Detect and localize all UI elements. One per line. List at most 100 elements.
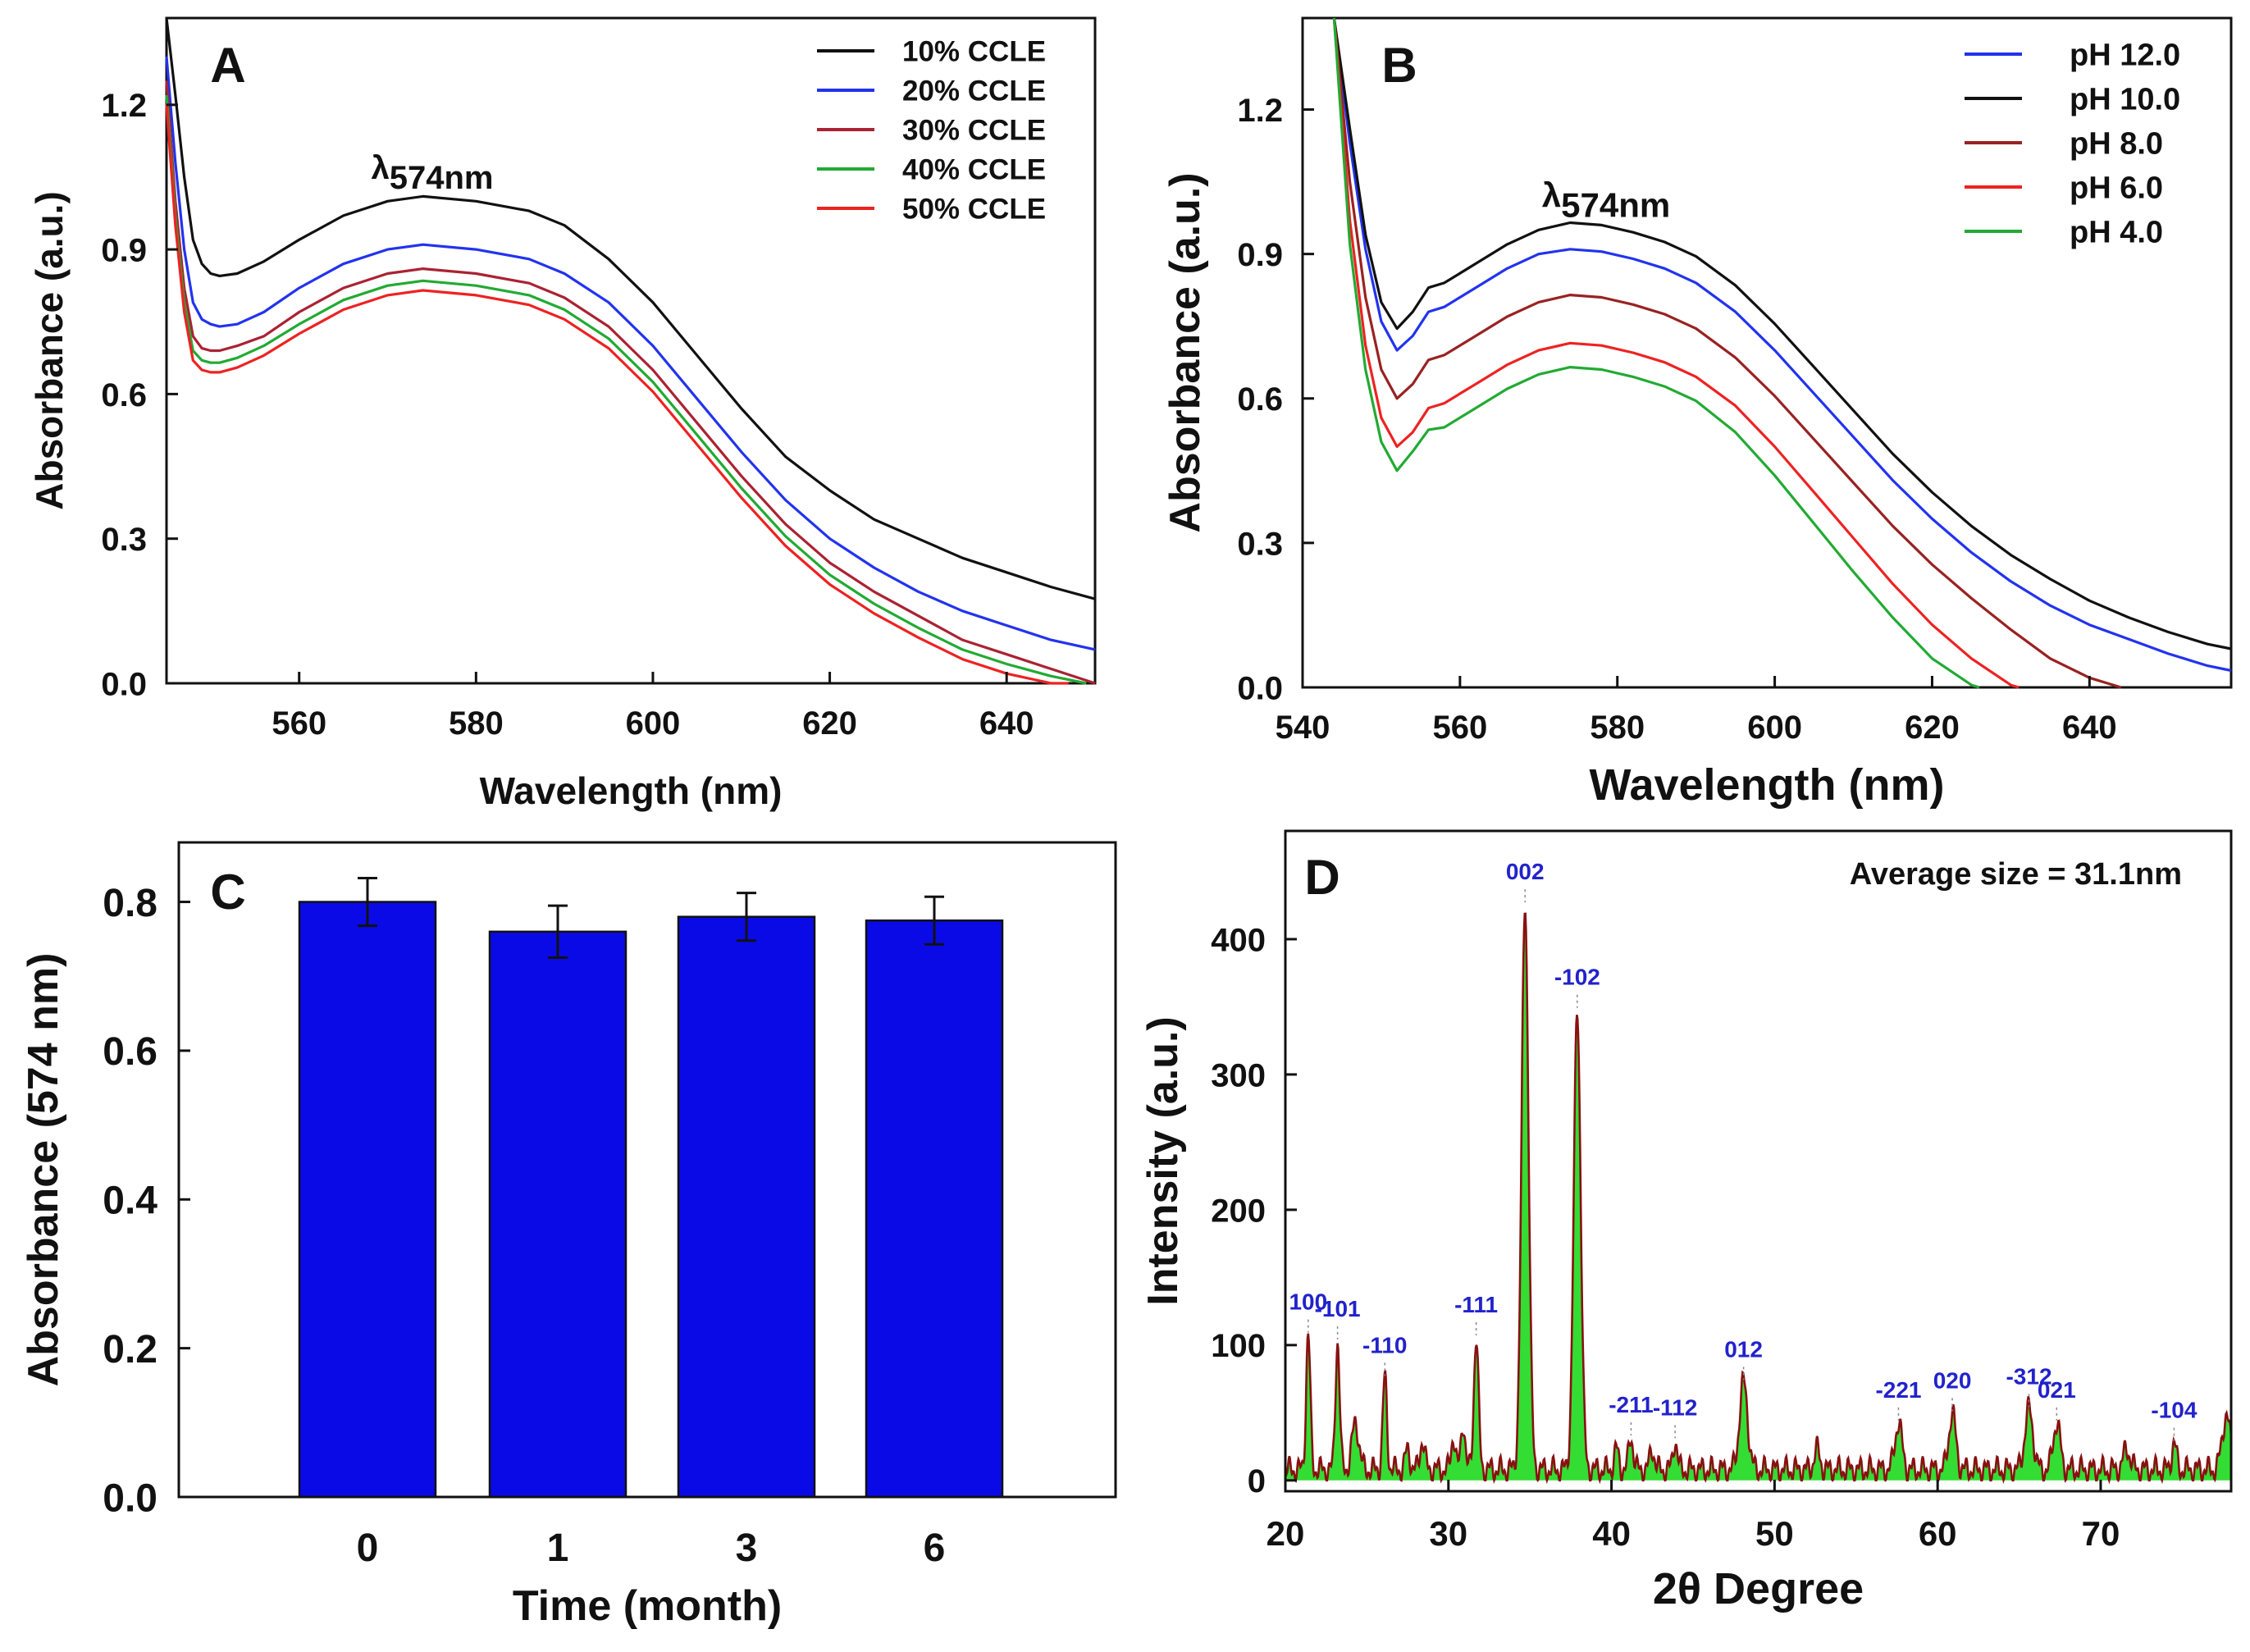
y-tick-label: 0.9 bbox=[1237, 237, 1283, 273]
lambda-symbol: λ bbox=[1542, 176, 1561, 214]
pattern-fill bbox=[1285, 913, 2231, 1481]
peak-label: -104 bbox=[2151, 1398, 2197, 1423]
y-tick-label: 0.9 bbox=[101, 232, 147, 268]
x-tick-label: 3 bbox=[736, 1527, 758, 1570]
panel-b: 0.0 0.3 0.6 0.9 1.2 540 560 580 600 620 640 Wavelen… bbox=[1162, 16, 2233, 810]
x-tick-label: 600 bbox=[1747, 710, 1802, 746]
y-tick-label: 0.3 bbox=[101, 522, 147, 558]
x-tick-label: 580 bbox=[449, 705, 504, 742]
y-tick-label: 0.8 bbox=[103, 882, 157, 925]
y-tick-label: 0.0 bbox=[1237, 670, 1283, 706]
peak-label: -112 bbox=[1653, 1394, 1698, 1420]
y-tick-label: 0.0 bbox=[101, 666, 147, 702]
y-tick-label: 0.2 bbox=[103, 1328, 157, 1371]
series-line bbox=[165, 80, 1096, 685]
x-axis-label: Time (month) bbox=[513, 1582, 782, 1630]
lambda-symbol: λ bbox=[372, 150, 390, 186]
x-tick-label: 560 bbox=[272, 705, 326, 742]
panel-letter: C bbox=[210, 865, 245, 920]
x-tick-label: 620 bbox=[1905, 710, 1960, 746]
y-tick-label: 200 bbox=[1211, 1193, 1266, 1229]
panel-letter: A bbox=[210, 38, 245, 93]
plot-frame bbox=[1301, 16, 2233, 689]
y-axis-label: Intensity (a.u.) bbox=[1139, 1016, 1187, 1305]
bar bbox=[298, 901, 437, 1499]
series-line bbox=[165, 94, 1087, 685]
plot-frame bbox=[165, 16, 1097, 685]
legend-label: pH 8.0 bbox=[2070, 127, 2163, 162]
x-tick-label: 1 bbox=[547, 1527, 569, 1570]
y-tick-label: 0 bbox=[1248, 1463, 1266, 1499]
x-tick-label: 50 bbox=[1755, 1514, 1794, 1553]
series-line bbox=[1332, 17, 2232, 673]
plot-frame bbox=[177, 841, 1117, 1499]
bar bbox=[865, 919, 1004, 1499]
x-tick-label: 0 bbox=[357, 1527, 379, 1570]
panel-c: 0 1 3 6 0.0 0.2 0.4 0.6 0.8 Time (month) Absorbanc… bbox=[20, 841, 1117, 1630]
y-tick-label: 0.3 bbox=[1237, 526, 1283, 562]
x-tick-label: 20 bbox=[1266, 1514, 1305, 1553]
size-annotation: Average size = 31.1nm bbox=[1850, 857, 2182, 892]
y-tick-label: 1.2 bbox=[1237, 93, 1283, 129]
series-line bbox=[165, 56, 1096, 651]
bar bbox=[488, 930, 628, 1499]
lambda-subscript: 574nm bbox=[390, 160, 494, 196]
peak-label: 020 bbox=[1933, 1367, 1972, 1393]
series-line bbox=[1332, 17, 2122, 689]
legend-label: 30% CCLE bbox=[902, 115, 1046, 147]
peak-label: -102 bbox=[1554, 965, 1600, 990]
x-tick-label: 620 bbox=[802, 705, 857, 742]
peak-annotation: λ574nm bbox=[372, 150, 494, 196]
x-tick-label: 640 bbox=[2062, 710, 2117, 746]
x-tick-label: 540 bbox=[1276, 710, 1330, 746]
y-axis-label: Absorbance (a.u.) bbox=[1162, 172, 1209, 532]
y-tick-label: 100 bbox=[1211, 1328, 1266, 1364]
lambda-subscript: 574nm bbox=[1561, 186, 1670, 225]
series-line bbox=[165, 17, 1096, 600]
plot-frame bbox=[1284, 829, 2233, 1493]
y-tick-label: 0.6 bbox=[103, 1030, 157, 1074]
pattern-line bbox=[1284, 912, 2233, 1485]
peak-label: -110 bbox=[1362, 1332, 1408, 1358]
legend-label: pH 12.0 bbox=[2070, 39, 2180, 73]
legend-label: 40% CCLE bbox=[902, 154, 1046, 186]
y-axis-label: Absorbance (a.u.) bbox=[28, 191, 71, 510]
peak-label: 012 bbox=[1724, 1336, 1763, 1362]
series-line bbox=[1332, 17, 2020, 689]
peak-label: -111 bbox=[1454, 1292, 1498, 1317]
series-line bbox=[1332, 17, 1980, 689]
x-tick-label: 6 bbox=[924, 1527, 946, 1570]
peak-annotation: λ574nm bbox=[1542, 176, 1670, 225]
legend-label: pH 6.0 bbox=[2070, 171, 2163, 206]
peak-label: -312 bbox=[2006, 1363, 2051, 1389]
y-tick-label: 0.6 bbox=[1237, 381, 1283, 418]
y-tick-label: 0.6 bbox=[101, 377, 147, 413]
x-tick-label: 600 bbox=[626, 705, 681, 742]
x-axis-label: Wavelength (nm) bbox=[480, 769, 783, 812]
y-tick-label: 300 bbox=[1211, 1057, 1266, 1093]
x-axis-label: Wavelength (nm) bbox=[1589, 760, 1944, 810]
y-axis-label: Absorbance (574 nm) bbox=[20, 953, 67, 1387]
peak-label: -101 bbox=[1315, 1296, 1361, 1321]
x-tick-label: 580 bbox=[1590, 710, 1645, 746]
panel-letter: B bbox=[1381, 38, 1417, 93]
x-tick-label: 40 bbox=[1592, 1514, 1631, 1553]
peak-label: 021 bbox=[2038, 1377, 2076, 1403]
legend-label: pH 10.0 bbox=[2070, 83, 2180, 117]
x-axis-label: 2θ Degree bbox=[1653, 1564, 1864, 1613]
panel-a: 0.0 0.3 0.6 0.9 1.2 560 580 600 620 640 Wavelength… bbox=[28, 16, 1097, 812]
y-tick-label: 1.2 bbox=[101, 88, 147, 124]
x-tick-label: 640 bbox=[979, 705, 1034, 742]
panel-letter: D bbox=[1304, 850, 1340, 905]
y-tick-label: 0.4 bbox=[103, 1180, 157, 1223]
peak-label: 002 bbox=[1506, 859, 1545, 884]
y-tick-label: 0.0 bbox=[103, 1476, 157, 1520]
peak-label: -211 bbox=[1609, 1392, 1654, 1417]
legend-label: pH 4.0 bbox=[2070, 216, 2163, 250]
legend-label: 10% CCLE bbox=[902, 36, 1046, 68]
x-tick-label: 560 bbox=[1432, 710, 1487, 746]
legend-label: 50% CCLE bbox=[902, 194, 1046, 226]
series-line bbox=[1332, 17, 2232, 650]
